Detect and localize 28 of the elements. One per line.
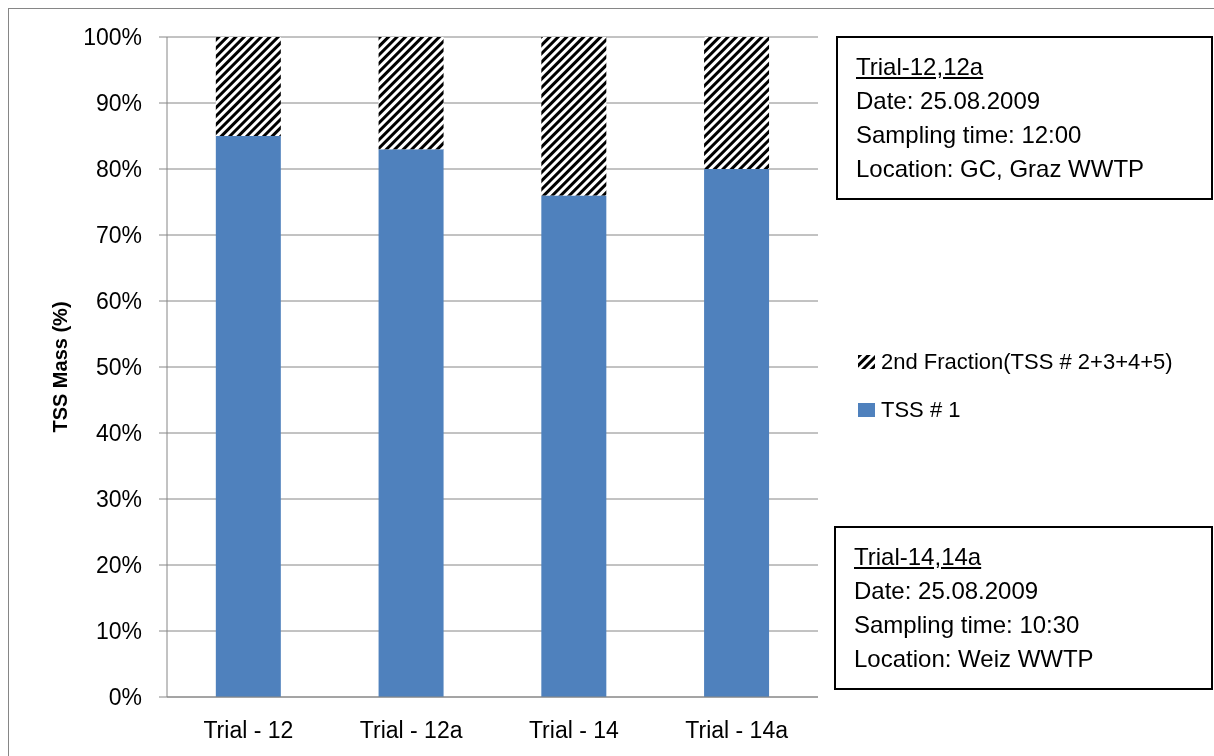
bar xyxy=(704,169,770,697)
text: Trial-14,14a Date: 25.08.2009 Sampling time: 10:30 Location: Weiz WWTP xyxy=(854,542,1095,674)
bar xyxy=(215,136,281,697)
y-tick-label: 40% xyxy=(95,420,142,447)
y-tick-label: 90% xyxy=(95,90,142,117)
bar xyxy=(215,37,281,136)
y-tick-label: 0% xyxy=(108,684,142,711)
y-tick-label: 30% xyxy=(95,486,142,513)
y-tick-label: 70% xyxy=(95,222,142,249)
legend-label: TSS # 1 xyxy=(881,397,961,423)
x-tick-label: Trial - 14 xyxy=(528,717,620,744)
bar xyxy=(541,37,607,196)
y-tick-label: 80% xyxy=(95,156,142,183)
y-tick-label: 20% xyxy=(95,552,142,579)
bar xyxy=(541,195,607,697)
y-tick-label: 50% xyxy=(95,354,142,381)
y-tick-label: 60% xyxy=(95,288,142,315)
y-tick-label: 10% xyxy=(95,618,142,645)
legend-label: 2nd Fraction(TSS # 2+3+4+5) xyxy=(881,349,1173,375)
text: Trial-12,12a Date: 25.08.2009 Sampling time: 12:00 Location: GC, Graz WWTP xyxy=(856,52,1146,184)
y-tick-label: 100% xyxy=(83,24,142,51)
x-tick-label: Trial - 14a xyxy=(685,717,789,744)
bar xyxy=(704,37,770,169)
bar xyxy=(378,37,444,150)
y-axis-title: TSS Mass (%) xyxy=(49,301,72,433)
x-tick-label: Trial - 12a xyxy=(359,717,463,744)
x-tick-label: Trial - 12 xyxy=(203,717,294,744)
bar xyxy=(378,149,444,697)
